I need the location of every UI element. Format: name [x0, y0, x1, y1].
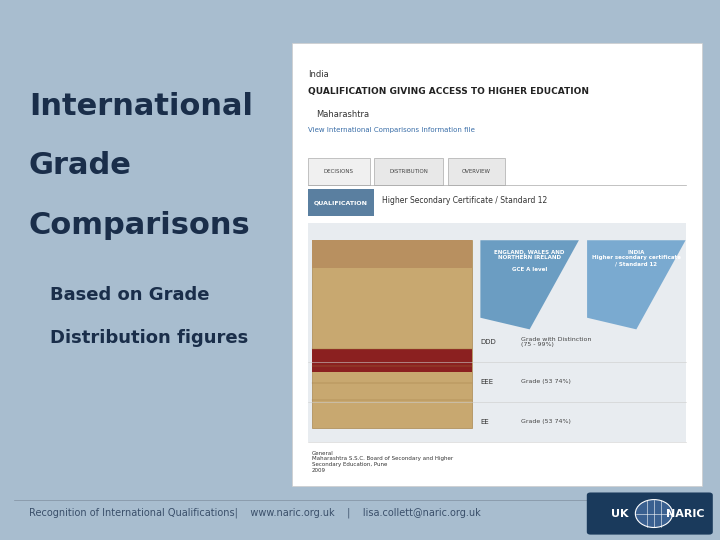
Polygon shape [587, 240, 685, 329]
Text: India: India [308, 70, 329, 79]
Bar [308, 222, 685, 442]
Bar [308, 190, 374, 216]
FancyBboxPatch shape [587, 492, 713, 535]
Text: DISTRIBUTION: DISTRIBUTION [389, 169, 428, 174]
Text: Grade (53 74%): Grade (53 74%) [521, 380, 571, 384]
Bar [312, 240, 472, 268]
Circle shape [635, 500, 672, 528]
Text: Grade: Grade [29, 151, 132, 180]
Text: ENGLAND, WALES AND
NORTHERN IRELAND

GCE A level: ENGLAND, WALES AND NORTHERN IRELAND GCE … [495, 249, 564, 272]
Text: UK: UK [611, 509, 629, 518]
Text: Recognition of International Qualifications|    www.naric.org.uk    |    lisa.co: Recognition of International Qualificati… [29, 508, 480, 518]
Bar [374, 158, 444, 185]
Text: Higher Secondary Certificate / Standard 12: Higher Secondary Certificate / Standard … [382, 196, 547, 205]
Text: EE: EE [480, 419, 489, 425]
Bar [312, 349, 472, 372]
Text: Grade with Distinction
(75 - 99%): Grade with Distinction (75 - 99%) [521, 337, 592, 348]
Text: International: International [29, 92, 253, 121]
Bar [312, 240, 472, 428]
Text: INDIA
Higher secondary certificate
/ Standard 12: INDIA Higher secondary certificate / Sta… [592, 249, 681, 266]
Bar [308, 158, 369, 185]
Text: Comparisons: Comparisons [29, 211, 251, 240]
Text: View International Comparisons Information file: View International Comparisons Informati… [308, 127, 475, 133]
Text: EEE: EEE [480, 379, 493, 385]
Text: DECISIONS: DECISIONS [324, 169, 354, 174]
Text: QUALIFICATION: QUALIFICATION [314, 200, 368, 205]
Text: Maharashtra: Maharashtra [316, 110, 369, 119]
Text: Grade (53 74%): Grade (53 74%) [521, 419, 571, 424]
FancyBboxPatch shape [292, 43, 702, 486]
Bar [448, 158, 505, 185]
Text: NARIC: NARIC [666, 509, 705, 518]
Text: Distribution figures: Distribution figures [50, 329, 248, 347]
Text: General
Maharashtra S.S.C. Board of Secondary and Higher
Secondary Education, Pu: General Maharashtra S.S.C. Board of Seco… [312, 450, 454, 473]
Text: QUALIFICATION GIVING ACCESS TO HIGHER EDUCATION: QUALIFICATION GIVING ACCESS TO HIGHER ED… [308, 87, 589, 97]
Text: DDD: DDD [480, 339, 496, 345]
Text: Based on Grade: Based on Grade [50, 286, 210, 304]
Text: OVERVIEW: OVERVIEW [462, 169, 491, 174]
Polygon shape [480, 240, 579, 329]
